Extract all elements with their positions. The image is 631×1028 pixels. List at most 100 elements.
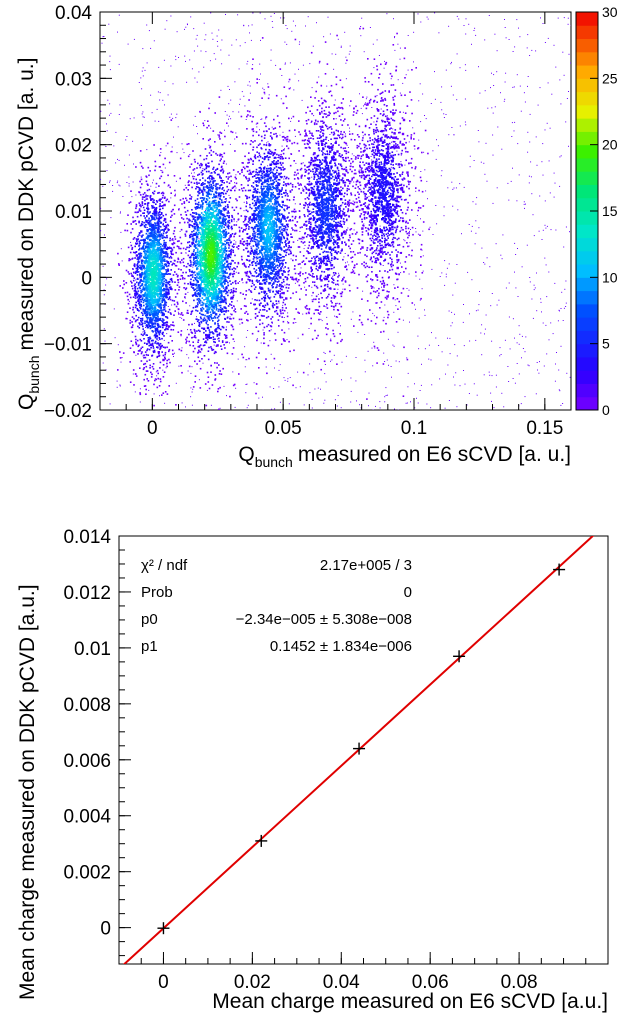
heatmap-cell [140,223,143,225]
heatmap-cell [160,213,163,215]
heatmap-cell [227,172,229,175]
heatmap-cell [176,301,179,304]
heatmap-cell [150,198,152,200]
heatmap-cell [531,298,533,300]
heatmap-cell [159,293,162,296]
heatmap-cell [445,276,447,278]
heatmap-cell [397,331,399,333]
heatmap-cell [161,289,163,291]
heatmap-cell [165,279,167,281]
heatmap-cell [175,180,177,182]
heatmap-cell [166,269,170,272]
heatmap-cell [155,286,158,289]
heatmap-cell [201,184,203,187]
heatmap-cell [195,208,197,210]
heatmap-cell [150,47,152,49]
heatmap-cell [155,335,158,338]
heatmap-cell [225,200,227,202]
heatmap-cell [203,188,206,191]
heatmap-cell [345,62,347,64]
heatmap-cell [165,304,167,306]
heatmap-cell [147,264,149,267]
heatmap-cell [145,327,146,328]
heatmap-cell [161,278,163,281]
heatmap-cell [158,278,161,281]
heatmap-cell [118,159,120,161]
heatmap-cell [283,17,285,19]
heatmap-cell [148,302,151,305]
heatmap-cell [472,201,474,203]
heatmap-cell [439,378,441,380]
heatmap-cell [164,80,166,82]
heatmap-cell [208,315,210,318]
heatmap-cell [441,351,443,353]
heatmap-cell [117,180,119,182]
heatmap-cell [363,223,365,225]
heatmap-cell [122,196,124,197]
heatmap-cell [142,48,144,50]
heatmap-cell [355,357,357,358]
heatmap-cell [143,309,147,312]
heatmap-cell [355,380,357,382]
heatmap-cell [117,252,119,255]
heatmap-cell [341,204,343,206]
heatmap-cell [166,253,169,255]
heatmap-cell [193,254,196,256]
heatmap-cell [200,171,203,174]
heatmap-cell [478,66,479,68]
heatmap-cell [434,98,436,100]
heatmap-cell [141,297,144,299]
heatmap-cell [110,217,112,219]
heatmap-cell [202,168,204,170]
heatmap-cell [280,98,282,100]
heatmap-cell [527,34,529,36]
heatmap-cell [158,305,161,308]
heatmap-cell [496,71,498,73]
heatmap-cell [143,294,146,297]
heatmap-cell [432,150,434,152]
heatmap-cell [154,215,156,217]
heatmap-cell [218,304,221,307]
heatmap-cell [348,264,350,266]
heatmap-cell [177,308,180,310]
heatmap-cell [340,325,341,327]
heatmap-cell [149,306,152,310]
heatmap-cell [285,204,287,206]
heatmap-cell [353,155,355,157]
heatmap-cell [160,310,163,312]
heatmap-cell [191,312,193,314]
heatmap-cell [235,243,237,245]
heatmap-cell [311,87,313,89]
heatmap-cell [570,62,571,64]
heatmap-cell [546,225,548,227]
heatmap-cell [146,378,148,380]
heatmap-cell [498,299,500,301]
heatmap-cell [165,328,167,331]
heatmap-cell [166,362,168,365]
heatmap-cell [170,269,172,271]
heatmap-cell [145,195,147,198]
heatmap-cell [140,105,142,106]
heatmap-cell [448,310,450,312]
heatmap-cell [151,239,154,243]
heatmap-cell [492,134,494,136]
heatmap-cell [157,316,159,318]
heatmap-cell [179,236,182,239]
heatmap-cell [258,397,260,399]
heatmap-cell [161,394,163,396]
heatmap-cell [134,211,137,214]
heatmap-cell [151,324,153,326]
heatmap-cell [549,127,551,129]
heatmap-cell [163,277,166,280]
heatmap-cell [146,324,149,328]
heatmap-cell [269,340,271,342]
heatmap-cell [145,253,147,255]
heatmap-cell [119,185,121,187]
heatmap-cell [148,174,150,177]
heatmap-cell [141,198,144,200]
heatmap-cell [140,239,142,242]
heatmap-cell [192,218,195,220]
heatmap-cell [133,220,135,223]
heatmap-cell [491,400,492,402]
heatmap-cell [530,176,532,178]
